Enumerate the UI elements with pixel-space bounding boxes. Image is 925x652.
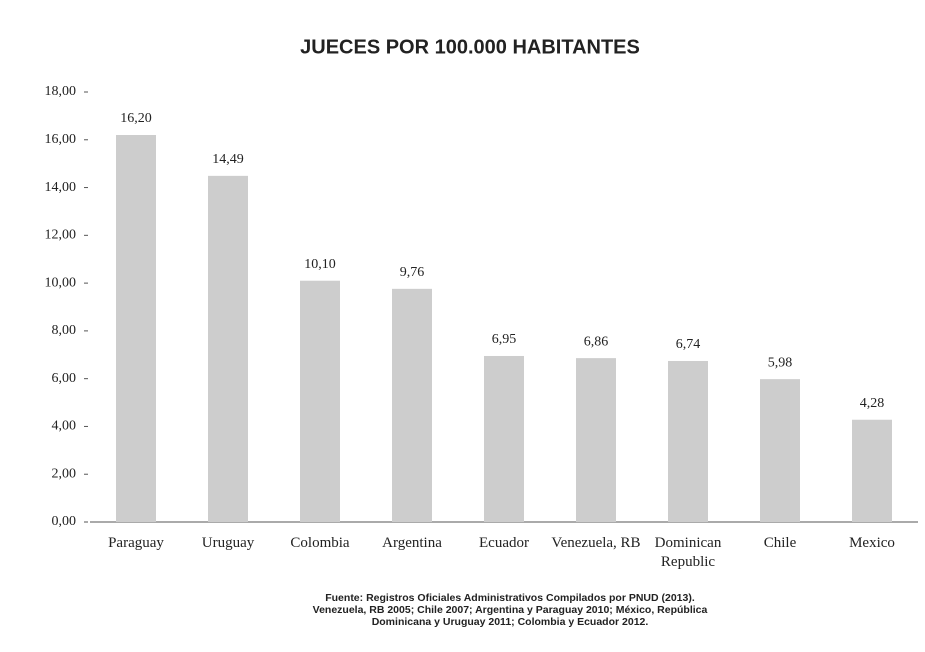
source-notes: Fuente: Registros Oficiales Administrati… [200,592,820,628]
bar [392,288,432,522]
note-line: Fuente: Registros Oficiales Administrati… [325,592,695,604]
bar [760,379,800,522]
y-tick-label: 14,00 [45,180,77,195]
value-label: 4,28 [860,396,885,411]
x-tick-label: Ecuador [479,535,529,551]
y-tick-label: 16,00 [45,132,77,147]
y-tick-label: 0,00 [52,514,77,529]
x-tick-label: Dominican Republic [654,535,722,570]
x-tick-label: Mexico [849,535,895,551]
bar [300,280,340,522]
y-tick-label: 18,00 [45,84,77,99]
value-label: 6,86 [584,334,609,349]
x-tick-label: Venezuela, RB [551,535,641,551]
y-tick-label: 2,00 [52,466,77,481]
y-tick-label: 12,00 [45,228,77,243]
bar [576,358,616,522]
note-line: Venezuela, RB 2005; Chile 2007; Argentin… [312,604,708,616]
x-tick-label: Chile [763,535,797,551]
x-tick-label: Colombia [290,535,350,551]
bar [852,419,892,522]
value-label: 5,98 [768,355,793,370]
y-tick-label: 8,00 [52,323,77,338]
bar [484,355,524,522]
x-tick-label: Paraguay [108,535,164,551]
note-line: Dominicana y Uruguay 2011; Colombia y Ec… [371,616,649,628]
value-label: 9,76 [400,265,425,280]
x-tick-label: Argentina [382,535,442,551]
chart-title: JUECES POR 100.000 HABITANTES [300,36,640,58]
bar [116,135,156,522]
value-label: 6,95 [492,332,517,347]
value-label: 6,74 [676,337,701,352]
x-tick-label: Uruguay [201,535,255,551]
bar [668,360,708,522]
bar [208,175,248,522]
value-label: 14,49 [212,152,244,167]
value-label: 10,10 [304,257,336,272]
y-tick-label: 4,00 [52,419,77,434]
y-tick-label: 10,00 [45,275,77,290]
value-label: 16,20 [120,111,152,126]
y-tick-label: 6,00 [52,371,77,386]
